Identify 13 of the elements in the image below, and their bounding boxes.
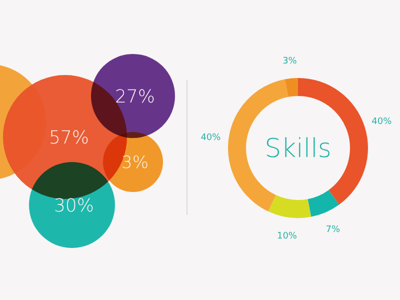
text: 30%: [54, 195, 94, 216]
text: 27%: [114, 86, 156, 108]
text: Skills: [264, 134, 332, 164]
text: 3%: [122, 152, 148, 173]
donut-slice: [268, 195, 312, 218]
data-label: 40%: [372, 116, 392, 127]
data-label: 40%: [200, 133, 222, 144]
data-label: 10%: [276, 231, 298, 242]
donut-slice: [308, 190, 340, 217]
data-label: 7%: [326, 224, 341, 235]
text: 57%: [48, 127, 90, 148]
donut-slice: [284, 78, 298, 97]
data-label: 3%: [282, 56, 298, 67]
